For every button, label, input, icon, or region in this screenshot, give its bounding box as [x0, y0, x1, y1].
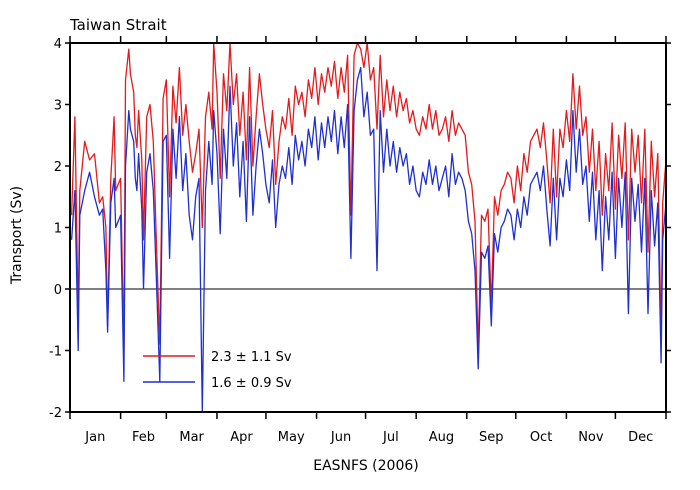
- month-label: Dec: [628, 430, 653, 445]
- y-axis-label: Transport (Sv): [9, 186, 25, 285]
- month-label: Sep: [479, 430, 504, 445]
- y-tick-label: 1: [54, 222, 62, 237]
- series-layer: [70, 42, 667, 413]
- month-label: Nov: [578, 430, 604, 445]
- y-tick-label: -1: [49, 345, 62, 360]
- month-label: Jan: [84, 430, 105, 445]
- month-label: Feb: [132, 430, 155, 445]
- month-label: Aug: [429, 430, 454, 445]
- series-line-2: [70, 66, 667, 413]
- legend-label-2: 1.6 ± 0.9 Sv: [211, 376, 292, 391]
- x-axis-label: EASNFS (2006): [313, 458, 418, 474]
- month-label: Mar: [179, 430, 204, 445]
- y-tick-label: 4: [54, 37, 62, 52]
- legend-label-1: 2.3 ± 1.1 Sv: [211, 350, 292, 365]
- y-tick-label: -2: [49, 406, 62, 421]
- month-label: Oct: [530, 430, 552, 445]
- series-line-1: [70, 42, 667, 352]
- legend: 2.3 ± 1.1 Sv 1.6 ± 0.9 Sv: [143, 350, 292, 391]
- y-tick-label: 3: [54, 99, 62, 114]
- y-axis-ticks: -2 -1 0 1 2 3 4: [49, 37, 671, 421]
- x-axis-ticks: Jan Feb Mar Apr May Jun Jul Aug Sep Oct Nov Dec: [69, 36, 667, 445]
- month-label: May: [278, 430, 305, 445]
- month-label: Jul: [382, 430, 399, 445]
- y-tick-label: 2: [54, 160, 62, 175]
- month-label: Jun: [330, 430, 351, 445]
- chart-title: Taiwan Strait: [69, 16, 167, 34]
- y-tick-label: 0: [54, 283, 62, 298]
- month-label: Apr: [230, 430, 253, 445]
